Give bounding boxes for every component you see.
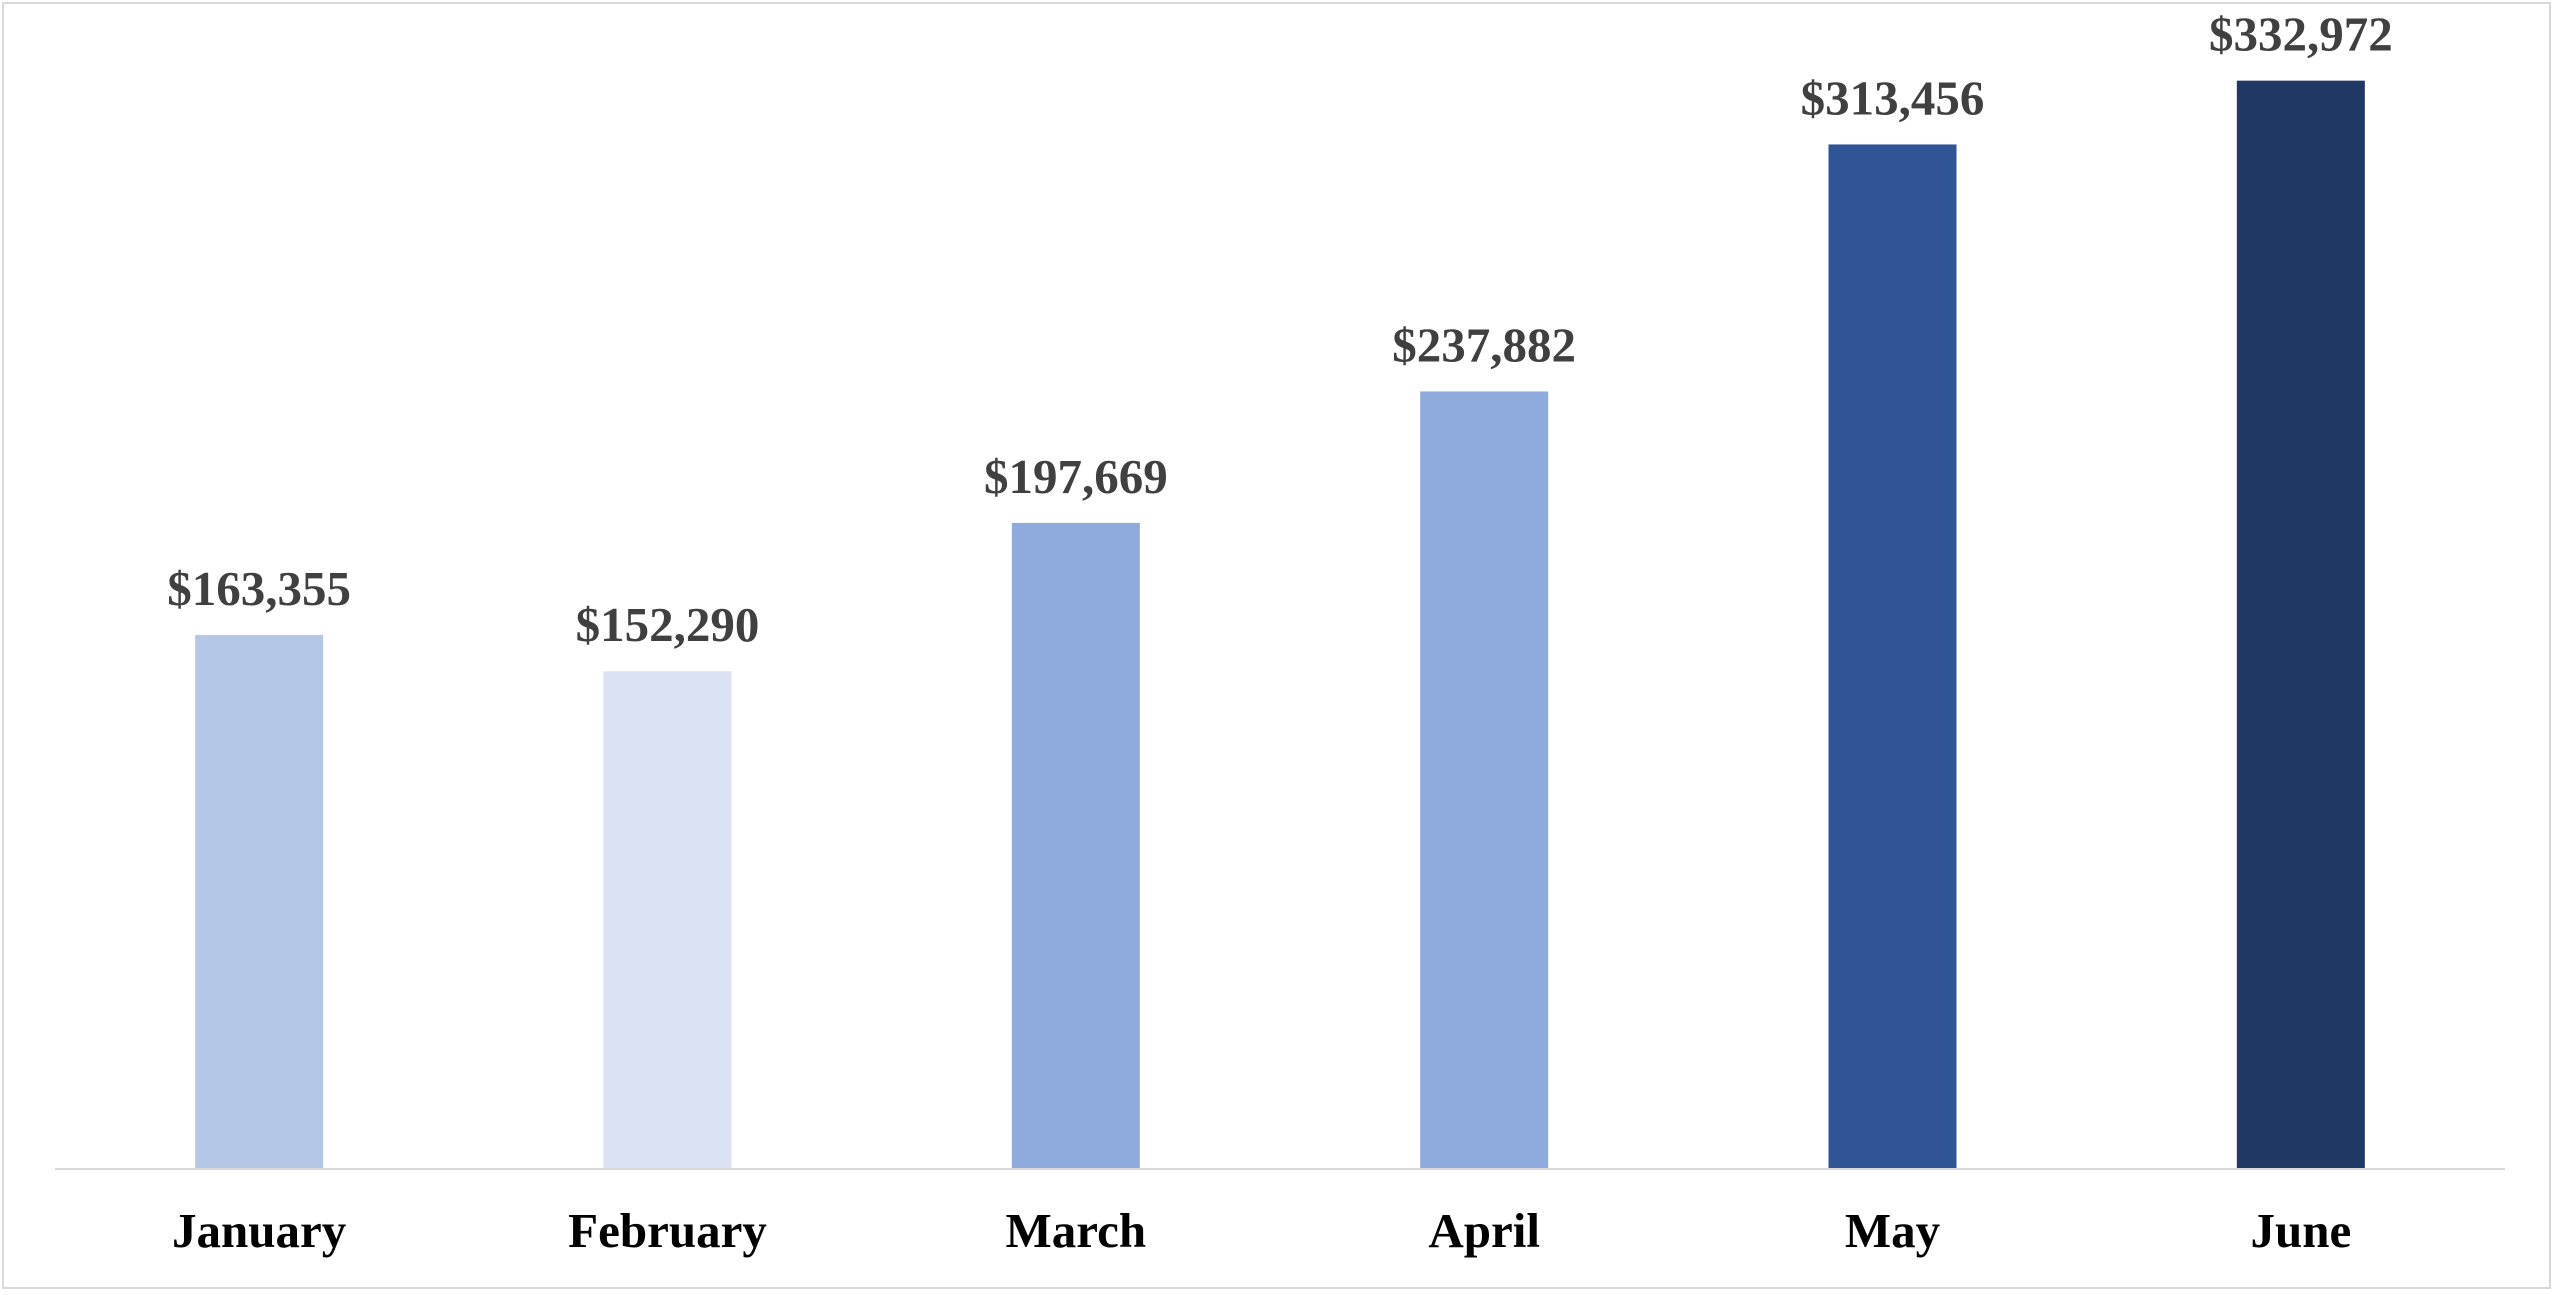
data-label-june: $332,972 <box>2209 7 2393 62</box>
bar-may <box>1828 144 1957 1170</box>
x-tick-label-february: February <box>568 1203 767 1258</box>
data-label-january: $163,355 <box>167 561 351 616</box>
bar-june <box>2236 80 2365 1170</box>
x-tick-label-may: May <box>1845 1203 1941 1258</box>
bar-february <box>603 671 732 1169</box>
data-labels-group: $163,355 $152,290 $197,669 $237,882 $313,456… <box>167 7 2392 653</box>
bars-group <box>195 80 2365 1170</box>
x-tick-label-march: March <box>1006 1203 1147 1258</box>
data-label-may: $313,456 <box>1801 70 1985 125</box>
x-tick-label-june: June <box>2250 1203 2351 1258</box>
bar-january <box>195 635 324 1169</box>
data-label-march: $197,669 <box>984 449 1168 504</box>
bar-march <box>1011 522 1140 1169</box>
x-tick-labels-group: January February March April May June <box>172 1203 2351 1258</box>
data-label-february: $152,290 <box>576 597 760 652</box>
data-label-april: $237,882 <box>1392 317 1576 372</box>
bar-april <box>1420 391 1549 1169</box>
x-tick-label-april: April <box>1428 1203 1540 1258</box>
x-tick-label-january: January <box>172 1203 347 1258</box>
